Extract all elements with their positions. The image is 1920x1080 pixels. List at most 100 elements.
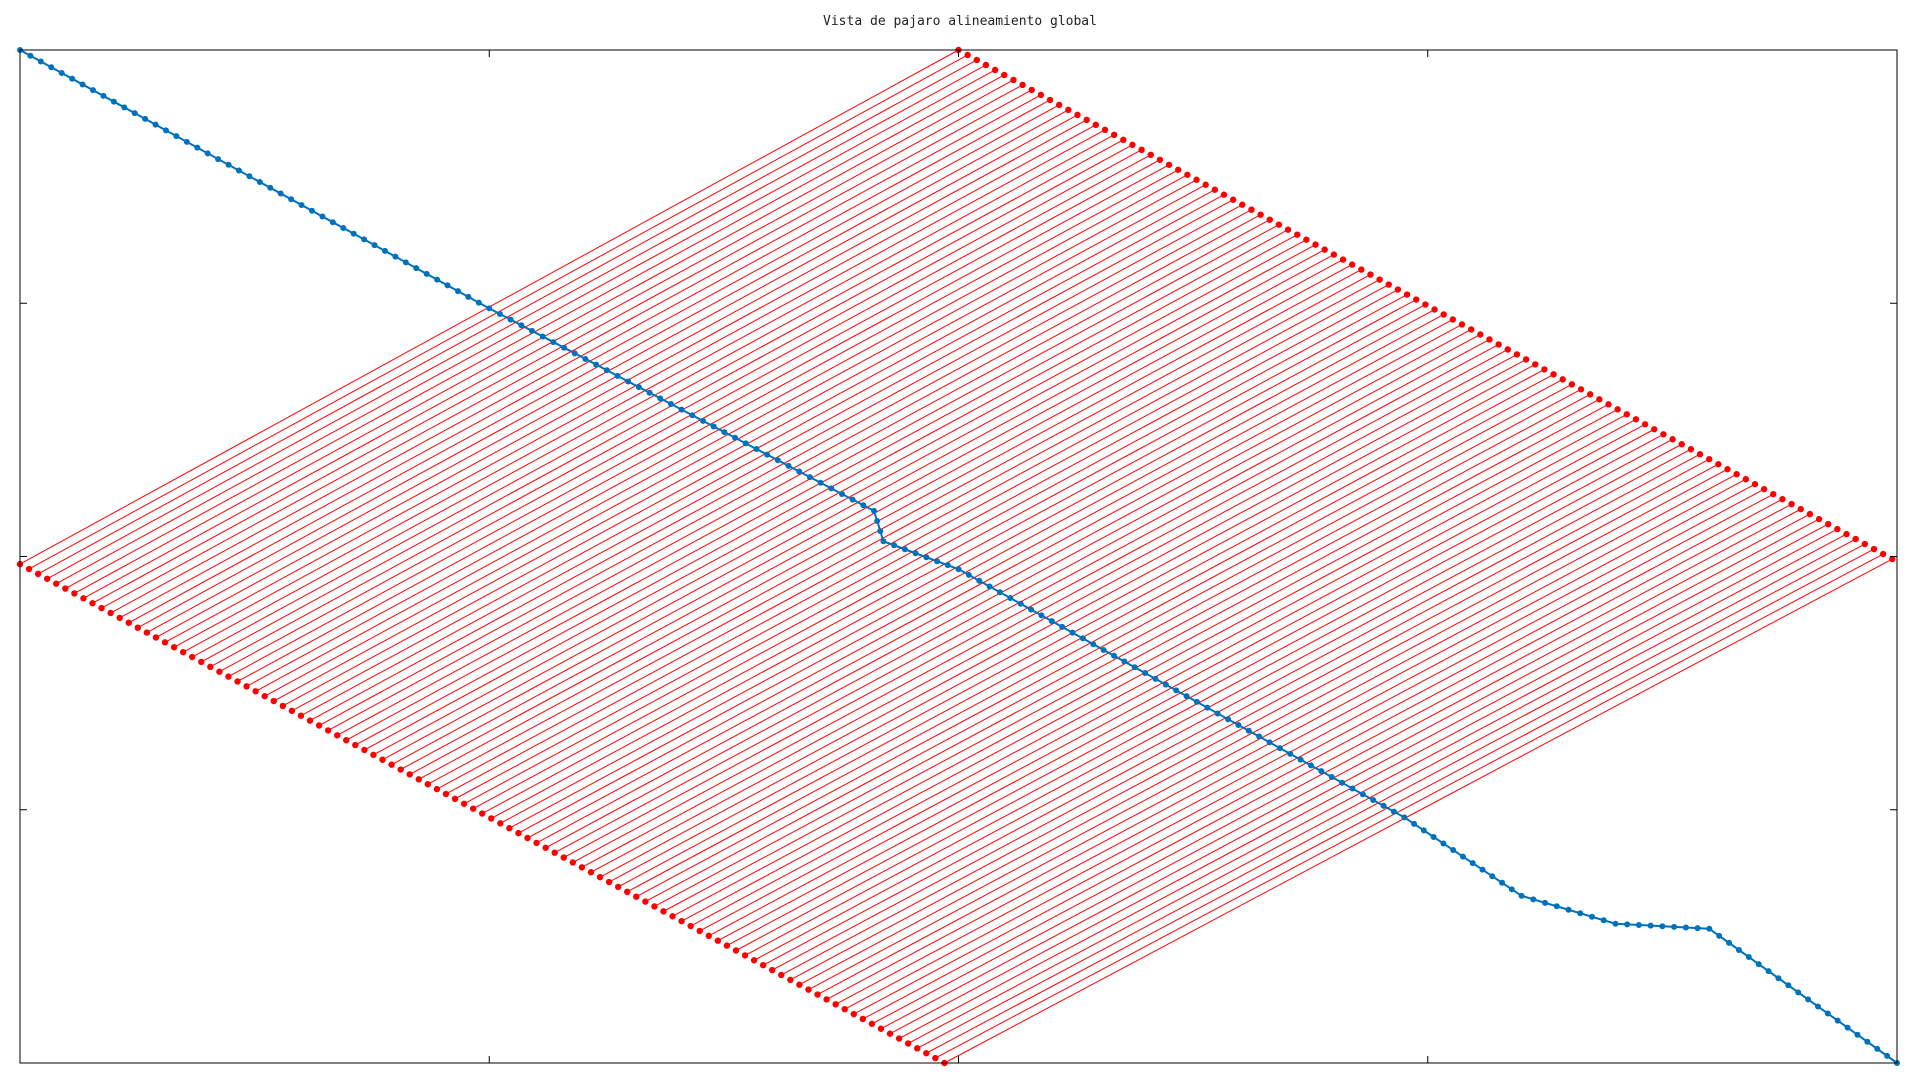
grid-line-start-point: [125, 619, 132, 626]
axes: [19, 49, 1898, 1064]
grid-line-start-point: [179, 648, 187, 656]
grid-line-start-point: [306, 717, 314, 724]
alignment-path-point: [173, 133, 180, 140]
alignment-path-point: [131, 110, 138, 117]
grid-line-end-point: [1742, 475, 1750, 483]
alignment-path-point: [1600, 917, 1607, 924]
grid-line-end-point: [1092, 121, 1100, 129]
grid-line: [708, 428, 1655, 937]
grid-line-start-point: [932, 1054, 939, 1062]
grid-line-start-point: [324, 727, 332, 734]
alignment-path-point: [1121, 658, 1128, 665]
grid-line: [880, 523, 1829, 1030]
grid-line-start-point: [433, 785, 441, 793]
alignment-path-point: [1518, 892, 1525, 899]
grid-line-start-point: [406, 771, 413, 778]
grid-line-end-point: [1046, 96, 1054, 104]
grid-line-start-point: [669, 913, 676, 920]
grid-line-end-point: [1541, 366, 1548, 373]
grid-line-end-point: [1706, 456, 1713, 463]
alignment-path-point: [944, 562, 951, 569]
grid-line-start-point: [270, 697, 277, 705]
grid-line: [318, 214, 1261, 726]
alignment-path-point: [1297, 756, 1304, 763]
grid-line-end-point: [1678, 441, 1685, 448]
grid-line-start-point: [705, 932, 712, 940]
grid-line-end-point: [1586, 391, 1594, 398]
grid-line-end-point: [1074, 111, 1081, 119]
alignment-path-point: [785, 462, 792, 469]
grid-line-end-point: [1495, 341, 1502, 348]
grid-line-end-point: [1889, 555, 1896, 563]
grid-line: [182, 139, 1124, 653]
grid-line-end-point: [1056, 101, 1063, 109]
grid-line: [427, 274, 1371, 785]
grid-line-end-point: [1284, 226, 1292, 233]
alignment-path-point: [1765, 968, 1772, 975]
grid-line-start-point: [53, 580, 60, 587]
alignment-path-point: [934, 558, 941, 565]
grid-line-start-point: [805, 986, 812, 993]
grid-line-end-point: [1248, 206, 1255, 213]
alignment-path-point: [625, 378, 632, 385]
alignment-path-point: [194, 144, 201, 151]
grid-line-end-point: [1532, 361, 1539, 368]
grid-line-end-point: [1614, 406, 1621, 413]
grid-line-start-point: [116, 614, 123, 622]
alignment-path-point: [1038, 612, 1045, 619]
grid-line-start-point: [732, 947, 740, 954]
grid-line: [590, 363, 1536, 873]
grid-line-end-point: [1348, 261, 1356, 268]
grid-line-start-point: [243, 683, 250, 690]
grid-line-end-point: [1477, 331, 1484, 338]
grid-line-start-point: [207, 663, 214, 671]
grid-line-start-point: [134, 624, 142, 631]
alignment-path-point: [434, 276, 441, 283]
grid-line: [246, 174, 1188, 687]
alignment-path-point: [1834, 1017, 1841, 1024]
alignment-path-point: [1225, 716, 1232, 723]
grid-line-end-point: [964, 51, 971, 59]
alignment-path-point: [277, 190, 284, 197]
grid-line-end-point: [1220, 191, 1228, 198]
grid-line: [898, 533, 1847, 1039]
alignment-path-point: [529, 327, 536, 334]
grid-line: [817, 488, 1765, 995]
grid-line-start-point: [424, 781, 432, 788]
grid-line: [472, 299, 1417, 810]
alignment-path-point: [742, 440, 749, 447]
grid-line-end-point: [1394, 286, 1402, 293]
grid-line-end-point: [1358, 266, 1365, 273]
alignment-path-point: [1287, 750, 1294, 757]
grid-line-end-point: [1733, 470, 1740, 478]
alignment-path-point: [1854, 1031, 1861, 1038]
grid-line-end-point: [1101, 126, 1109, 134]
alignment-path-point: [1059, 623, 1066, 630]
grid-line-start-point: [533, 839, 540, 847]
grid-line-start-point: [234, 678, 241, 685]
grid-line-end-point: [1467, 326, 1475, 333]
grid-line-end-point: [1550, 371, 1557, 378]
alignment-path-point: [1183, 693, 1190, 700]
grid-line: [617, 378, 1563, 888]
grid-line: [889, 528, 1838, 1035]
grid-line: [418, 269, 1362, 780]
alignment-path-point: [1193, 698, 1200, 705]
grid-line-start-point: [569, 859, 577, 866]
grid-line-end-point: [1184, 171, 1191, 178]
alignment-path-point: [965, 571, 972, 578]
grid-line-end-point: [1806, 510, 1814, 518]
alignment-path-point: [901, 546, 908, 553]
alignment-path-point: [329, 219, 336, 226]
alignment-path-point: [1131, 664, 1138, 671]
grid-line: [726, 438, 1673, 947]
grid-line-end-point: [1825, 520, 1832, 528]
grid-line-start-point: [578, 864, 586, 871]
grid-line-end-point: [1568, 381, 1576, 388]
alignment-path-point: [1499, 879, 1506, 886]
grid-line-end-point: [1010, 76, 1017, 84]
grid-line-end-point: [1632, 416, 1640, 423]
grid-line: [536, 334, 1481, 844]
alignment-path-point: [912, 550, 919, 557]
